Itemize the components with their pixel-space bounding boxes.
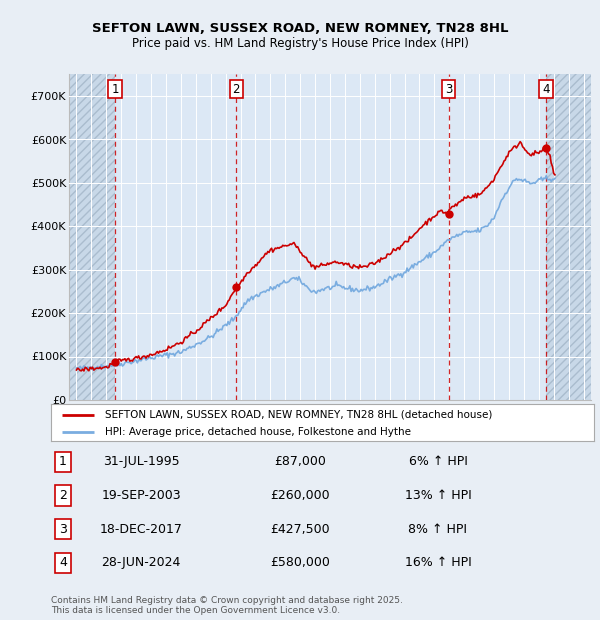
- Text: 13% ↑ HPI: 13% ↑ HPI: [404, 489, 472, 502]
- Text: 6% ↑ HPI: 6% ↑ HPI: [409, 456, 467, 469]
- Text: SEFTON LAWN, SUSSEX ROAD, NEW ROMNEY, TN28 8HL: SEFTON LAWN, SUSSEX ROAD, NEW ROMNEY, TN…: [92, 22, 508, 35]
- Text: £427,500: £427,500: [270, 523, 330, 536]
- Bar: [546, 74, 591, 400]
- Text: 3: 3: [59, 523, 67, 536]
- Bar: [69, 74, 115, 400]
- Text: 19-SEP-2003: 19-SEP-2003: [101, 489, 181, 502]
- Text: 4: 4: [59, 556, 67, 569]
- Text: 31-JUL-1995: 31-JUL-1995: [103, 456, 179, 469]
- Text: 28-JUN-2024: 28-JUN-2024: [101, 556, 181, 569]
- Text: 1: 1: [111, 82, 119, 95]
- Text: Contains HM Land Registry data © Crown copyright and database right 2025.
This d: Contains HM Land Registry data © Crown c…: [51, 596, 403, 615]
- Text: 8% ↑ HPI: 8% ↑ HPI: [409, 523, 467, 536]
- Text: £87,000: £87,000: [274, 456, 326, 469]
- Text: £580,000: £580,000: [270, 556, 330, 569]
- Text: 2: 2: [59, 489, 67, 502]
- Text: HPI: Average price, detached house, Folkestone and Hythe: HPI: Average price, detached house, Folk…: [106, 427, 412, 437]
- Text: 18-DEC-2017: 18-DEC-2017: [100, 523, 182, 536]
- Text: 3: 3: [445, 82, 452, 95]
- Text: 2: 2: [233, 82, 240, 95]
- Text: £260,000: £260,000: [270, 489, 330, 502]
- Text: 16% ↑ HPI: 16% ↑ HPI: [404, 556, 472, 569]
- Text: 1: 1: [59, 456, 67, 469]
- Text: SEFTON LAWN, SUSSEX ROAD, NEW ROMNEY, TN28 8HL (detached house): SEFTON LAWN, SUSSEX ROAD, NEW ROMNEY, TN…: [106, 410, 493, 420]
- Text: 4: 4: [542, 82, 550, 95]
- Text: Price paid vs. HM Land Registry's House Price Index (HPI): Price paid vs. HM Land Registry's House …: [131, 37, 469, 50]
